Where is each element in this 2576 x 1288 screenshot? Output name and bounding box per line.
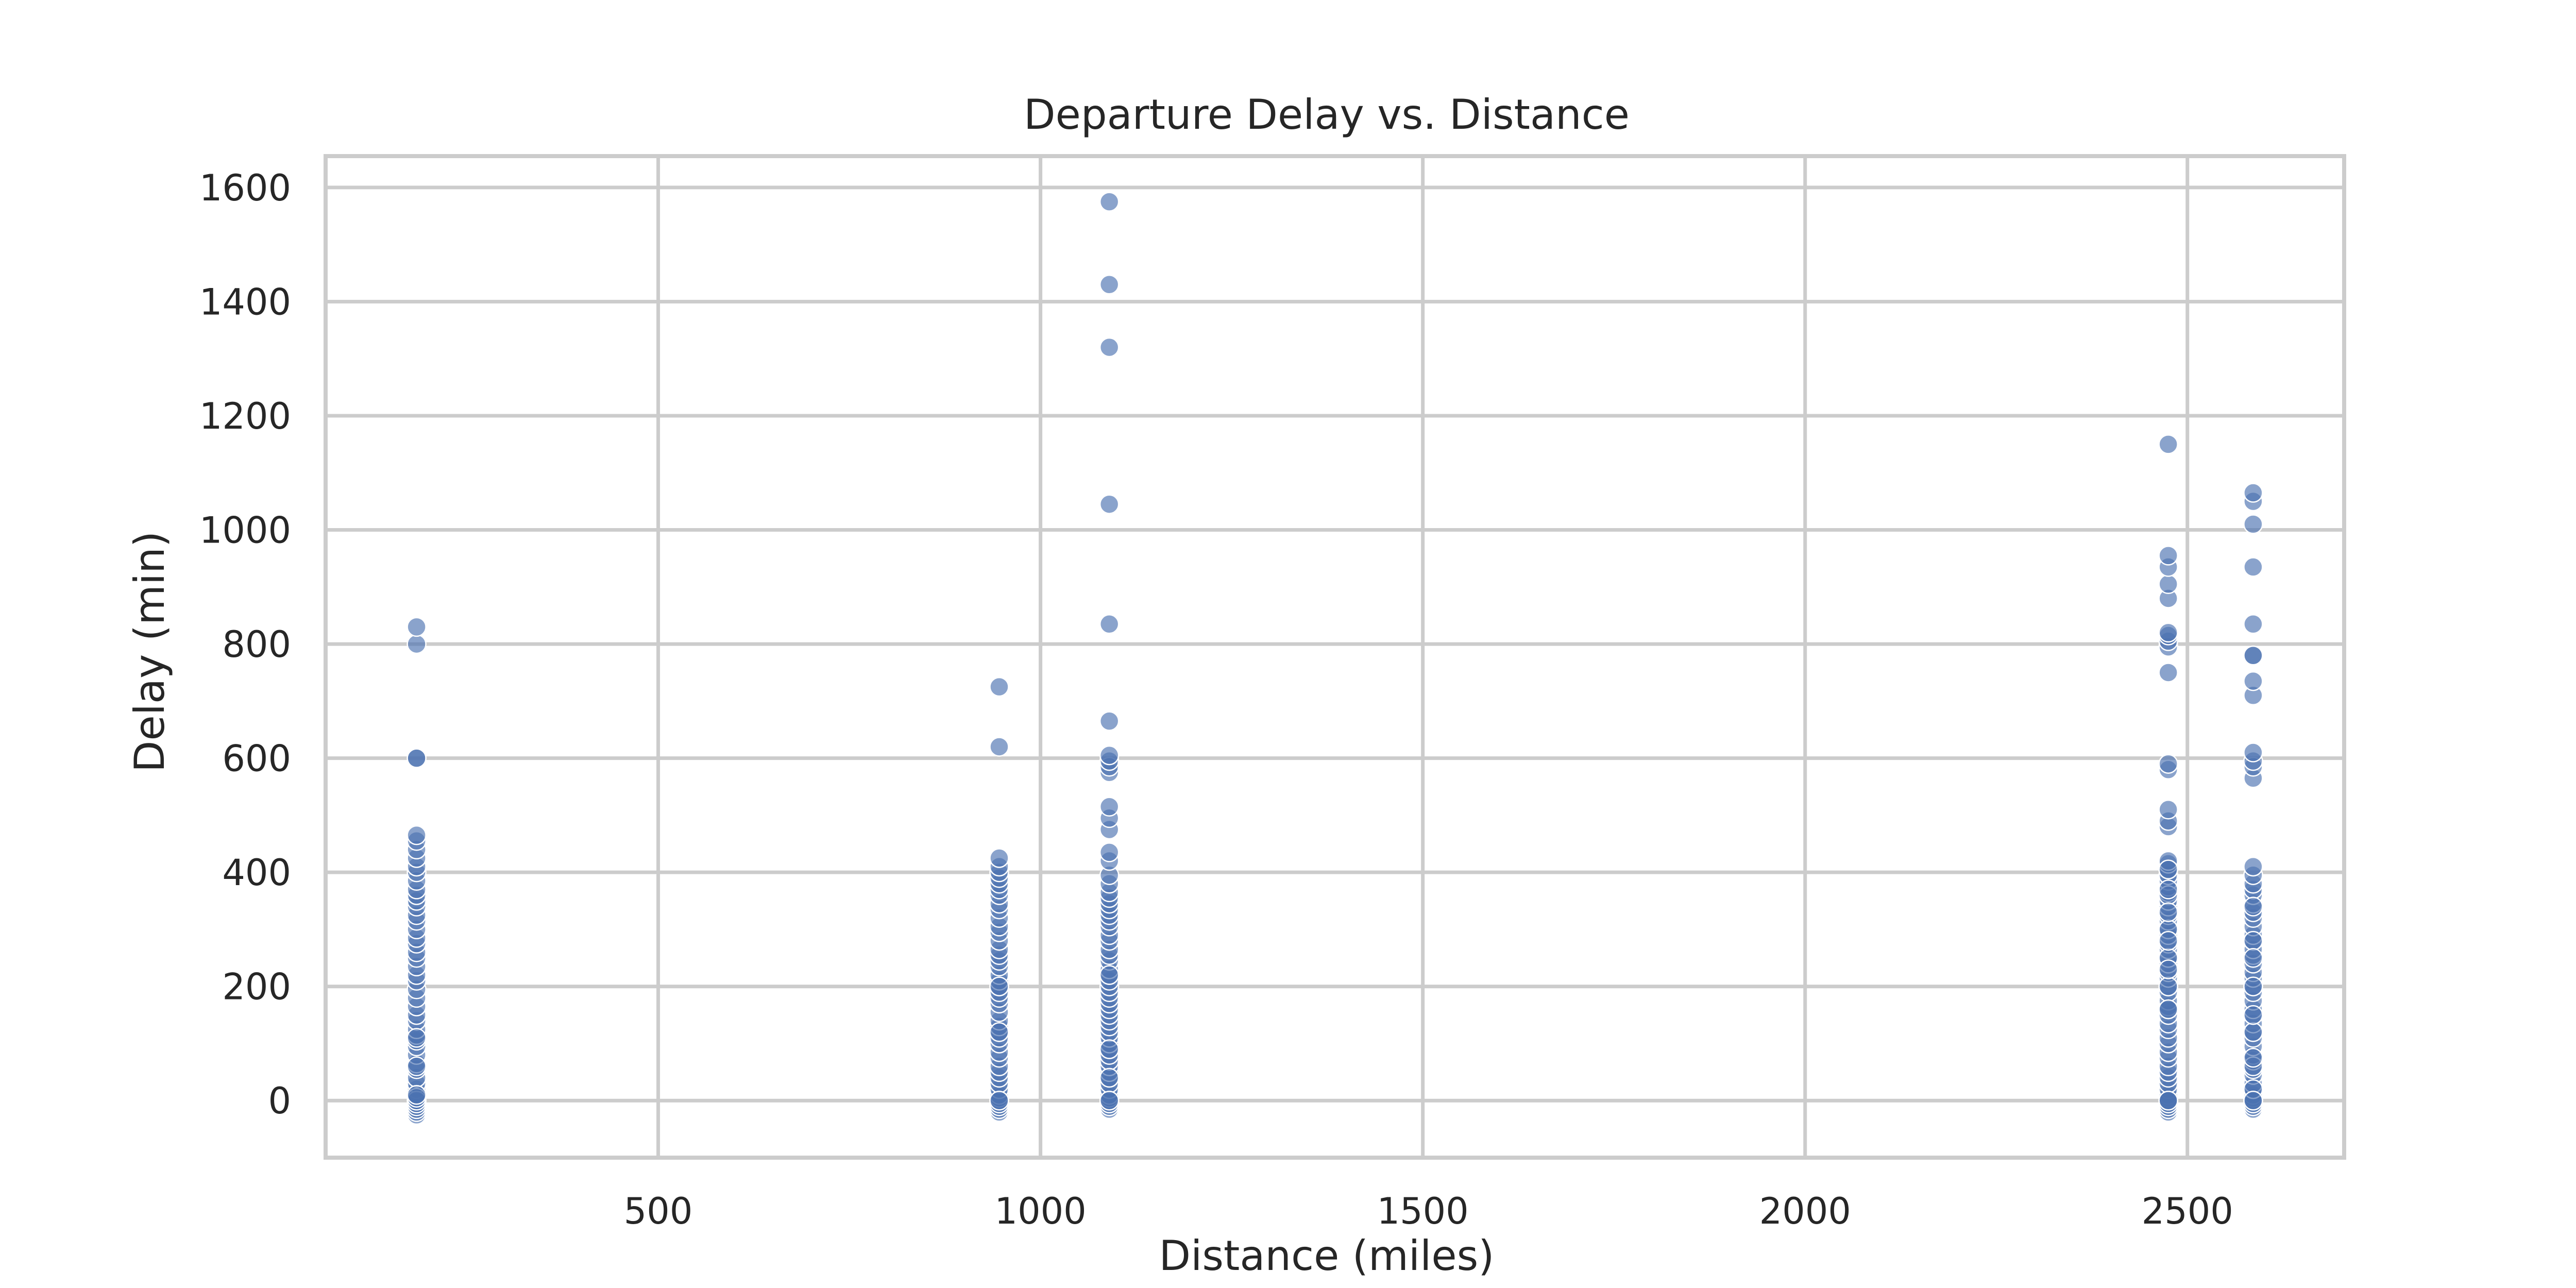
- y-tick-label: 600: [222, 738, 291, 780]
- data-point: [406, 1084, 427, 1105]
- data-point: [2158, 976, 2178, 996]
- grid-lines: [326, 156, 2344, 1158]
- data-point: [2243, 557, 2263, 577]
- data-point: [1099, 745, 1120, 766]
- x-tick-label: 500: [624, 1190, 693, 1232]
- x-axis-ticks: 500 1000 1500 2000 2500: [624, 1190, 2233, 1232]
- y-tick-label: 800: [222, 623, 291, 666]
- data-point: [2158, 999, 2178, 1020]
- data-point: [2158, 754, 2178, 774]
- data-point: [2243, 1047, 2263, 1068]
- data-point: [989, 1022, 1009, 1042]
- data-point: [2243, 930, 2263, 951]
- data-point: [2243, 645, 2263, 666]
- data-point: [2243, 1090, 2263, 1111]
- data-point: [2158, 434, 2178, 454]
- data-point: [406, 634, 427, 654]
- y-tick-label: 1200: [199, 395, 291, 437]
- data-point: [1099, 614, 1120, 634]
- x-tick-label: 1000: [995, 1190, 1087, 1232]
- data-point: [989, 737, 1009, 757]
- data-point: [2243, 483, 2263, 503]
- y-axis-label: Delay (min): [126, 531, 174, 772]
- data-point: [2158, 1090, 2178, 1111]
- data-point: [2243, 1022, 2263, 1042]
- data-point: [1099, 1067, 1120, 1088]
- data-point: [406, 825, 427, 845]
- data-point: [2158, 902, 2178, 922]
- data-point: [406, 1056, 427, 1077]
- data-point: [2243, 742, 2263, 762]
- data-point: [406, 748, 427, 768]
- data-point: [2158, 546, 2178, 566]
- data-point: [2158, 663, 2178, 683]
- data-point: [989, 848, 1009, 868]
- data-point: [1099, 1090, 1120, 1111]
- data-point: [1099, 1039, 1120, 1059]
- data-point: [2243, 614, 2263, 634]
- data-point: [2243, 514, 2263, 534]
- data-point: [2158, 574, 2178, 595]
- data-point: [2243, 948, 2263, 968]
- data-point: [989, 676, 1009, 697]
- data-point: [2243, 856, 2263, 877]
- y-axis-ticks: 0 200 400 600 800 1000 1200 1400 1600: [199, 167, 291, 1122]
- data-point: [1099, 842, 1120, 862]
- data-point: [406, 617, 427, 637]
- data-point: [2243, 896, 2263, 917]
- data-point: [2243, 976, 2263, 996]
- data-point: [2243, 671, 2263, 691]
- data-point: [2243, 1005, 2263, 1025]
- data-point: [406, 1028, 427, 1048]
- data-point: [2158, 622, 2178, 643]
- data-point: [1099, 796, 1120, 817]
- data-point: [2158, 959, 2178, 979]
- x-tick-label: 2500: [2142, 1190, 2233, 1232]
- x-tick-label: 2000: [1759, 1190, 1851, 1232]
- y-tick-label: 0: [268, 1080, 291, 1122]
- data-point: [2158, 800, 2178, 820]
- chart-title: Departure Delay vs. Distance: [1024, 91, 1630, 139]
- data-point: [1099, 965, 1120, 985]
- x-tick-label: 1500: [1377, 1190, 1469, 1232]
- data-point: [2158, 879, 2178, 900]
- data-point: [1099, 711, 1120, 731]
- y-tick-label: 200: [222, 966, 291, 1008]
- data-point: [1099, 337, 1120, 358]
- data-points: [406, 192, 2263, 1125]
- data-point: [2158, 930, 2178, 951]
- data-point: [989, 1090, 1009, 1111]
- data-point: [1099, 274, 1120, 295]
- data-point: [1099, 494, 1120, 514]
- plot-area-frame: [324, 154, 2346, 1160]
- data-point: [989, 976, 1009, 996]
- x-axis-label: Distance (miles): [1159, 1232, 1495, 1280]
- y-tick-label: 1400: [199, 281, 291, 323]
- data-point: [1099, 192, 1120, 212]
- data-point: [2158, 859, 2178, 879]
- y-tick-label: 1000: [199, 510, 291, 552]
- y-tick-label: 400: [222, 852, 291, 894]
- y-tick-label: 1600: [199, 167, 291, 209]
